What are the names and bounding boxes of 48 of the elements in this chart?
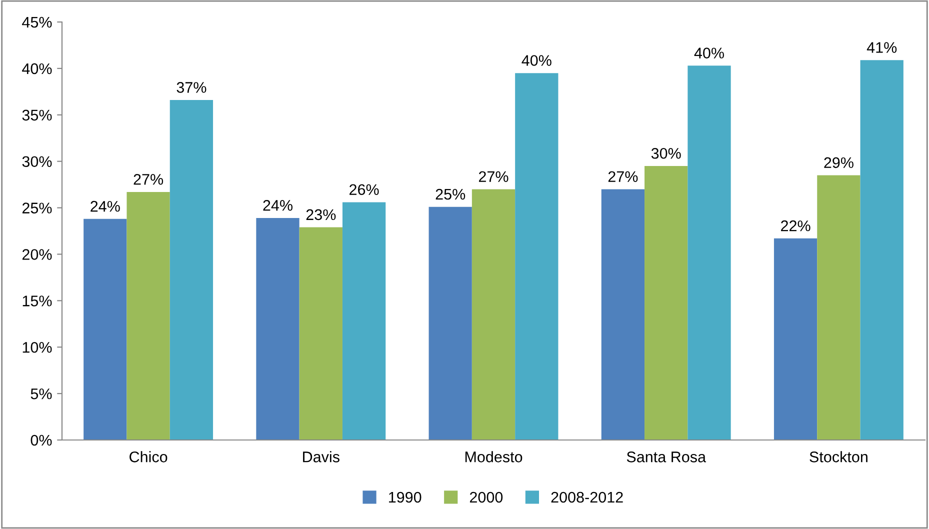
- bar: [860, 60, 904, 440]
- bar: [774, 238, 818, 440]
- data-label: 40%: [522, 55, 552, 66]
- y-tick-label: 30%: [22, 156, 52, 168]
- data-label: 24%: [90, 200, 120, 212]
- x-tick-label: Stockton: [810, 451, 868, 462]
- y-tick-label: 40%: [22, 63, 52, 74]
- bar: [644, 166, 688, 440]
- bar: [342, 202, 386, 440]
- x-tick-label: Santa Rosa: [626, 452, 706, 462]
- bar: [817, 175, 860, 440]
- data-label: 30%: [651, 148, 681, 159]
- y-tick-label: 10%: [22, 342, 52, 353]
- data-label: 41%: [866, 42, 897, 53]
- bar: [688, 66, 731, 440]
- data-label: 23%: [306, 209, 336, 220]
- bar: [299, 227, 342, 440]
- bar: [170, 100, 214, 440]
- legend-label: 1990: [389, 492, 422, 503]
- bar: [428, 206, 472, 440]
- x-tick-label: Chico: [130, 451, 168, 462]
- data-label: 27%: [608, 171, 638, 182]
- data-label: 25%: [436, 188, 466, 200]
- bar: [515, 73, 558, 440]
- data-label: 27%: [478, 171, 508, 182]
- data-label: 24%: [263, 200, 292, 211]
- data-label: 29%: [824, 157, 854, 168]
- y-tick-label: 25%: [22, 202, 52, 214]
- y-tick-label: 15%: [22, 296, 52, 306]
- legend-label: 2000: [470, 492, 503, 503]
- y-tick-label: 20%: [22, 249, 52, 260]
- y-tick-label: 0%: [30, 434, 52, 446]
- data-label: 27%: [134, 174, 164, 185]
- data-label: 37%: [176, 82, 206, 93]
- y-tick-label: 45%: [22, 16, 52, 28]
- legend-label: 2008-2012: [551, 492, 623, 503]
- y-tick-label: 5%: [30, 388, 52, 400]
- bar: [256, 218, 300, 440]
- data-label: 40%: [694, 48, 724, 58]
- y-tick-label: 35%: [22, 110, 52, 121]
- data-label: 22%: [781, 220, 810, 232]
- bar: [472, 189, 516, 440]
- x-tick-label: Davis: [303, 451, 340, 462]
- bar: [601, 189, 645, 440]
- bar: [126, 192, 170, 440]
- bar: [84, 218, 127, 440]
- data-label: 26%: [350, 184, 379, 196]
- x-tick-label: Modesto: [465, 451, 522, 462]
